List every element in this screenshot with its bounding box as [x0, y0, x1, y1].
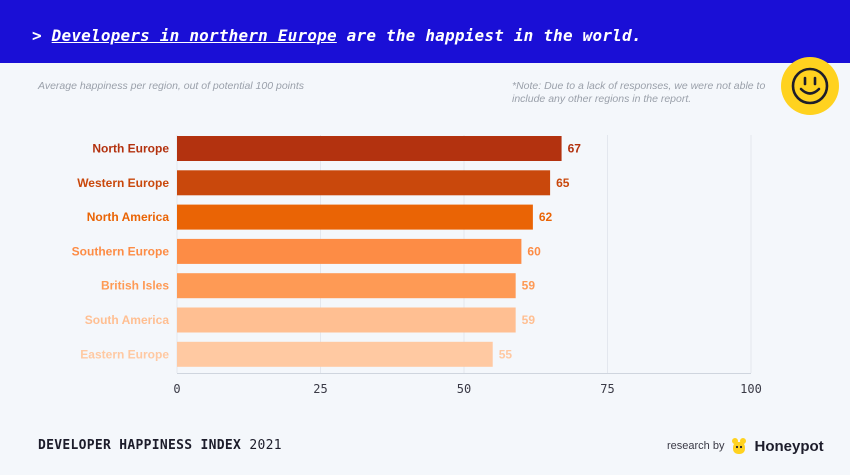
- bar-north-europe: [177, 136, 562, 161]
- smiley-icon: [781, 57, 839, 115]
- brand-name: Honeypot: [754, 437, 824, 455]
- bar-north-america: [177, 204, 533, 230]
- bar-eastern-europe: [177, 341, 493, 367]
- footnote: *Note: Due to a lack of responses, we we…: [512, 80, 766, 105]
- footer-credit: research by Honeypot: [667, 436, 824, 456]
- header-banner: > Developers in northern Europe are the …: [0, 0, 850, 63]
- x-tick-label-50: 50: [457, 382, 471, 396]
- category-label: Southern Europe: [72, 244, 170, 258]
- category-label: British Isles: [101, 279, 169, 293]
- x-tick-label-25: 25: [313, 382, 327, 396]
- bar-south-america: [177, 307, 516, 333]
- value-label: 67: [568, 142, 582, 156]
- bar-western-europe: [177, 170, 551, 196]
- value-label: 59: [522, 313, 536, 327]
- category-label: North America: [87, 210, 170, 224]
- headline: > Developers in northern Europe are the …: [32, 26, 642, 45]
- value-label: 65: [556, 176, 570, 190]
- value-label: 60: [527, 244, 541, 258]
- category-label: Western Europe: [77, 176, 169, 190]
- category-label: Eastern Europe: [80, 347, 169, 361]
- category-label: South America: [85, 313, 170, 327]
- footer-index-title: DEVELOPER HAPPINESS INDEX 2021: [38, 438, 282, 453]
- x-tick-label-100: 100: [740, 382, 762, 396]
- bar-southern-europe: [177, 238, 522, 264]
- bee-logo-icon: [732, 438, 747, 454]
- chart-subtitle: Average happiness per region, out of pot…: [38, 80, 304, 92]
- x-tick-label-0: 0: [173, 382, 180, 396]
- value-label: 59: [522, 279, 536, 293]
- headline-highlight: Developers in northern Europe: [51, 26, 337, 45]
- value-label: 62: [539, 210, 553, 224]
- research-by-label: research by: [667, 440, 725, 452]
- category-label: North Europe: [92, 142, 169, 156]
- bar-british-isles: [177, 273, 516, 299]
- x-tick-label-75: 75: [600, 382, 614, 396]
- value-label: 55: [499, 347, 513, 361]
